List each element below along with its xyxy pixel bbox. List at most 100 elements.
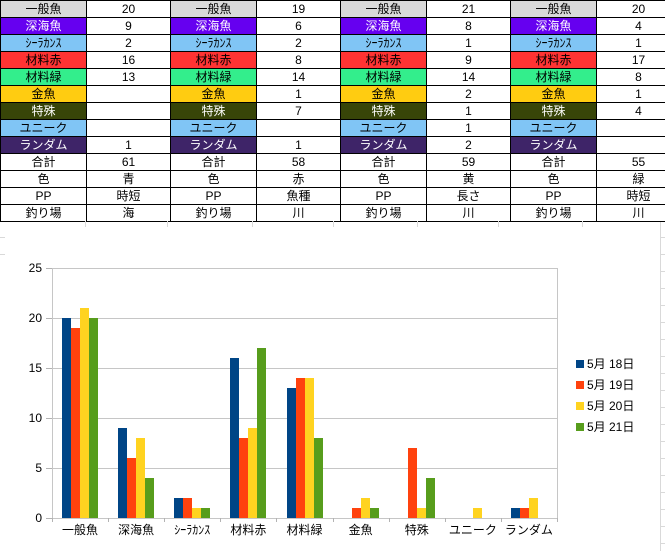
row-label-cell[interactable]: 合計 — [340, 153, 427, 171]
value-cell[interactable]: 魚種 — [256, 187, 341, 205]
row-label-cell[interactable]: 材料緑 — [170, 68, 257, 86]
value-cell[interactable] — [86, 119, 171, 137]
row-label-cell[interactable]: 合計 — [510, 153, 597, 171]
row-label-cell[interactable]: ユニーク — [340, 119, 427, 137]
row-label-cell[interactable]: PP — [0, 187, 87, 205]
value-cell[interactable]: 19 — [256, 0, 341, 18]
value-cell[interactable]: 1 — [86, 136, 171, 154]
row-label-cell[interactable]: ユニーク — [170, 119, 257, 137]
row-label-cell[interactable]: 釣り場 — [170, 204, 257, 222]
row-label-cell[interactable]: ユニーク — [0, 119, 87, 137]
value-cell[interactable]: 14 — [426, 68, 511, 86]
row-label-cell[interactable]: 深海魚 — [0, 17, 87, 35]
row-label-cell[interactable]: ランダム — [0, 136, 87, 154]
value-cell[interactable]: 2 — [426, 85, 511, 103]
value-cell[interactable]: 20 — [86, 0, 171, 18]
value-cell[interactable]: 2 — [426, 136, 511, 154]
row-label-cell[interactable]: PP — [510, 187, 597, 205]
value-cell[interactable]: 1 — [256, 136, 341, 154]
row-label-cell[interactable]: 材料緑 — [340, 68, 427, 86]
value-cell[interactable]: 61 — [86, 153, 171, 171]
value-cell[interactable]: 川 — [256, 204, 341, 222]
value-cell[interactable]: 黄 — [426, 170, 511, 188]
row-label-cell[interactable]: 色 — [510, 170, 597, 188]
row-label-cell[interactable]: 特殊 — [340, 102, 427, 120]
row-label-cell[interactable]: ｼｰﾗｶﾝｽ — [0, 34, 87, 52]
row-label-cell[interactable]: 釣り場 — [340, 204, 427, 222]
value-cell[interactable] — [86, 102, 171, 120]
value-cell[interactable]: 海 — [86, 204, 171, 222]
value-cell[interactable]: 時短 — [596, 187, 665, 205]
value-cell[interactable]: 4 — [596, 17, 665, 35]
value-cell[interactable]: 1 — [426, 102, 511, 120]
row-label-cell[interactable]: 金魚 — [170, 85, 257, 103]
value-cell[interactable]: 1 — [256, 85, 341, 103]
value-cell[interactable] — [596, 119, 665, 137]
value-cell[interactable]: 8 — [256, 51, 341, 69]
row-label-cell[interactable]: ランダム — [510, 136, 597, 154]
row-label-cell[interactable]: 一般魚 — [0, 0, 87, 18]
row-label-cell[interactable]: 金魚 — [0, 85, 87, 103]
row-label-cell[interactable]: 一般魚 — [340, 0, 427, 18]
row-label-cell[interactable]: 特殊 — [170, 102, 257, 120]
row-label-cell[interactable]: 金魚 — [340, 85, 427, 103]
value-cell[interactable]: 1 — [596, 85, 665, 103]
bar-chart[interactable]: 0 5 10 15 20 25 一般魚 深海魚 ｼｰﾗｶﾝｽ 材料赤 材料緑 金魚 特殊 ユニーク ランダム… — [0, 230, 660, 551]
row-label-cell[interactable]: 一般魚 — [170, 0, 257, 18]
row-label-cell[interactable]: 金魚 — [510, 85, 597, 103]
value-cell[interactable]: 17 — [596, 51, 665, 69]
row-label-cell[interactable]: 合計 — [170, 153, 257, 171]
value-cell[interactable]: 2 — [86, 34, 171, 52]
value-cell[interactable]: 7 — [256, 102, 341, 120]
row-label-cell[interactable]: 深海魚 — [340, 17, 427, 35]
value-cell[interactable]: 1 — [426, 34, 511, 52]
row-label-cell[interactable]: ｼｰﾗｶﾝｽ — [170, 34, 257, 52]
row-label-cell[interactable]: 釣り場 — [0, 204, 87, 222]
row-label-cell[interactable]: 釣り場 — [510, 204, 597, 222]
value-cell[interactable]: 緑 — [596, 170, 665, 188]
value-cell[interactable]: 時短 — [86, 187, 171, 205]
row-label-cell[interactable]: 材料赤 — [0, 51, 87, 69]
row-label-cell[interactable]: 一般魚 — [510, 0, 597, 18]
row-label-cell[interactable]: 材料赤 — [340, 51, 427, 69]
row-label-cell[interactable]: ｼｰﾗｶﾝｽ — [340, 34, 427, 52]
value-cell[interactable]: 59 — [426, 153, 511, 171]
value-cell[interactable]: 赤 — [256, 170, 341, 188]
row-label-cell[interactable]: 材料緑 — [0, 68, 87, 86]
row-label-cell[interactable]: ｼｰﾗｶﾝｽ — [510, 34, 597, 52]
row-label-cell[interactable]: 材料赤 — [170, 51, 257, 69]
row-label-cell[interactable]: 深海魚 — [170, 17, 257, 35]
value-cell[interactable]: 13 — [86, 68, 171, 86]
value-cell[interactable]: 青 — [86, 170, 171, 188]
value-cell[interactable]: 4 — [596, 102, 665, 120]
row-label-cell[interactable]: 特殊 — [510, 102, 597, 120]
value-cell[interactable]: 14 — [256, 68, 341, 86]
row-label-cell[interactable]: 色 — [0, 170, 87, 188]
value-cell[interactable]: 1 — [596, 34, 665, 52]
value-cell[interactable]: 川 — [426, 204, 511, 222]
value-cell[interactable] — [256, 119, 341, 137]
value-cell[interactable]: 8 — [596, 68, 665, 86]
row-label-cell[interactable]: ユニーク — [510, 119, 597, 137]
value-cell[interactable]: 20 — [596, 0, 665, 18]
value-cell[interactable]: 58 — [256, 153, 341, 171]
value-cell[interactable]: 2 — [256, 34, 341, 52]
value-cell[interactable]: 21 — [426, 0, 511, 18]
value-cell[interactable]: 1 — [426, 119, 511, 137]
value-cell[interactable]: 16 — [86, 51, 171, 69]
row-label-cell[interactable]: PP — [170, 187, 257, 205]
row-label-cell[interactable]: 色 — [170, 170, 257, 188]
value-cell[interactable]: 9 — [426, 51, 511, 69]
value-cell[interactable]: 9 — [86, 17, 171, 35]
row-label-cell[interactable]: ランダム — [170, 136, 257, 154]
value-cell[interactable]: 川 — [596, 204, 665, 222]
row-label-cell[interactable]: 色 — [340, 170, 427, 188]
row-label-cell[interactable]: 材料緑 — [510, 68, 597, 86]
value-cell[interactable]: 8 — [426, 17, 511, 35]
value-cell[interactable]: 55 — [596, 153, 665, 171]
row-label-cell[interactable]: 合計 — [0, 153, 87, 171]
row-label-cell[interactable]: ランダム — [340, 136, 427, 154]
row-label-cell[interactable]: 特殊 — [0, 102, 87, 120]
value-cell[interactable]: 長さ — [426, 187, 511, 205]
value-cell[interactable] — [86, 85, 171, 103]
